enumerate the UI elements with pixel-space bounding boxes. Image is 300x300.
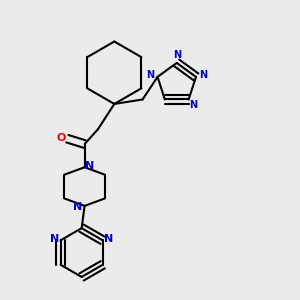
Text: N: N	[50, 234, 59, 244]
Text: N: N	[146, 70, 154, 80]
Text: N: N	[104, 234, 113, 244]
Text: N: N	[74, 202, 83, 212]
Text: N: N	[199, 70, 207, 80]
Text: O: O	[57, 133, 66, 143]
Text: N: N	[189, 100, 197, 110]
Text: N: N	[173, 50, 181, 61]
Text: N: N	[85, 161, 94, 171]
